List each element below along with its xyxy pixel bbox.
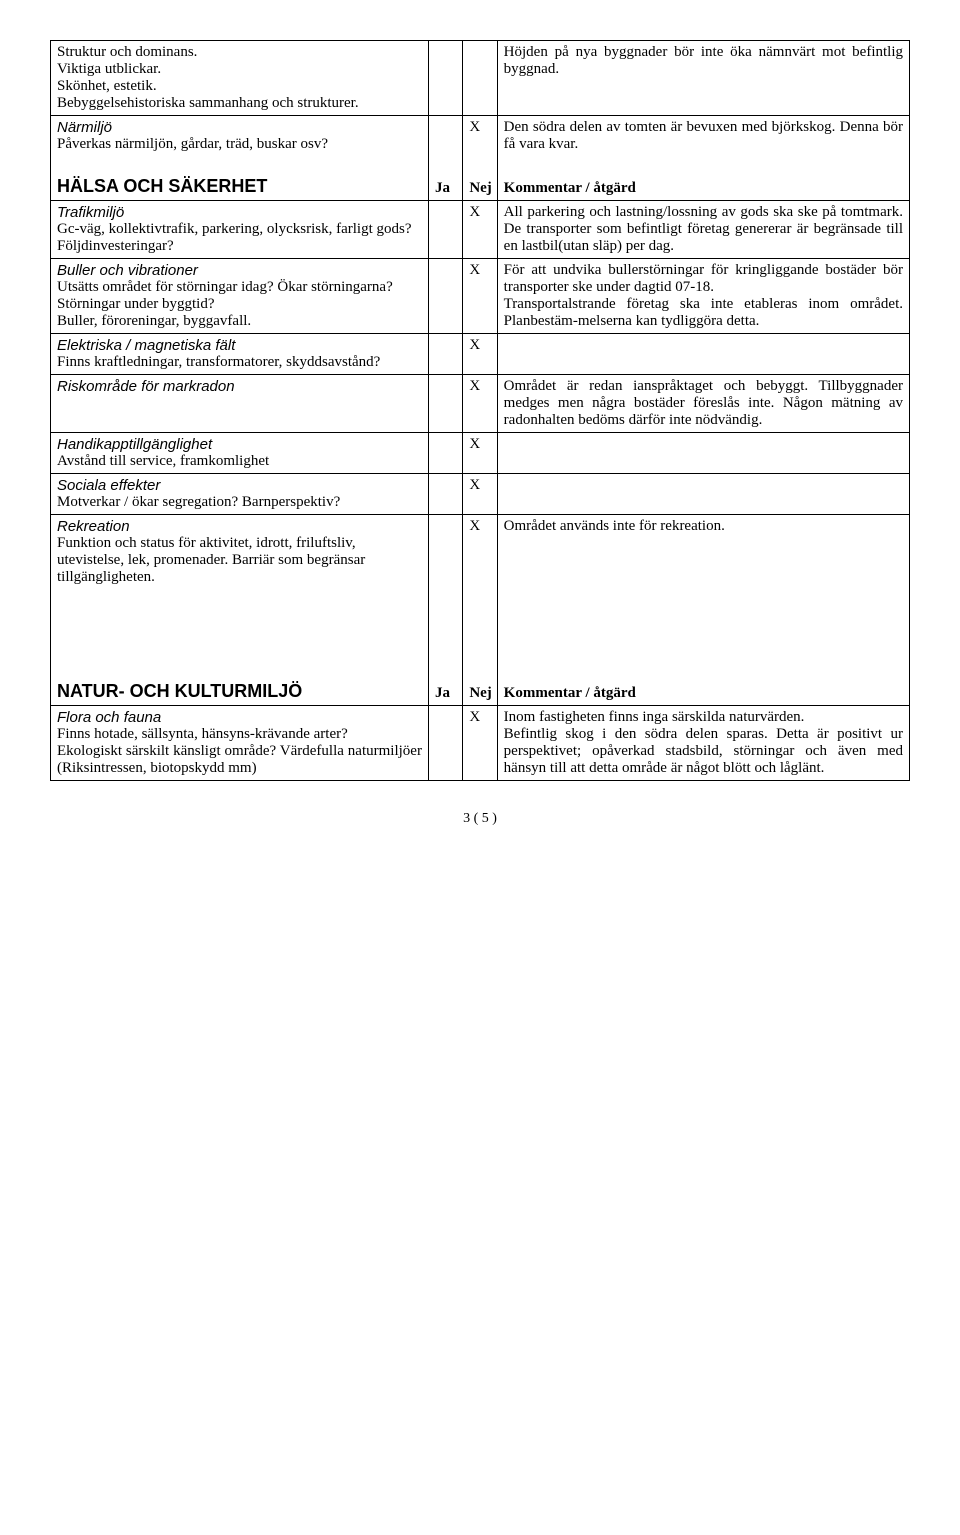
row-desc: Gc-väg, kollektivtrafik, parkering, olyc…	[57, 221, 422, 255]
header-comment: Kommentar / åtgärd	[497, 589, 909, 706]
comment-cell: Området används inte för rekreation.	[497, 515, 909, 590]
table-row: Närmiljö Påverkas närmiljön, gårdar, trä…	[51, 116, 910, 157]
ja-cell	[428, 515, 462, 590]
nej-cell: X	[463, 433, 497, 474]
cell-text: Struktur och dominans.	[57, 44, 197, 60]
nej-cell: X	[463, 706, 497, 781]
page-footer: 3 ( 5 )	[50, 811, 910, 827]
comment-cell: Området är redan ianspråktaget och bebyg…	[497, 375, 909, 433]
row-desc: Utsätts området för störningar idag? Öka…	[57, 279, 422, 330]
row-title: Riskområde för markradon	[57, 378, 422, 395]
nej-cell	[463, 41, 497, 116]
table-row: Handikapptillgänglighet Avstånd till ser…	[51, 433, 910, 474]
ja-cell	[428, 334, 462, 375]
ja-cell	[428, 259, 462, 334]
ja-cell	[428, 41, 462, 116]
comment-cell	[497, 334, 909, 375]
row-desc: Påverkas närmiljön, gårdar, träd, buskar…	[57, 136, 422, 153]
header-ja: Ja	[428, 156, 462, 201]
row-desc: Avstånd till service, framkomlighet	[57, 453, 422, 470]
nej-cell: X	[463, 515, 497, 590]
row-title: Flora och fauna	[57, 709, 422, 726]
table-row: Flora och fauna Finns hotade, sällsynta,…	[51, 706, 910, 781]
section-spacer-row: NATUR- OCH KULTURMILJÖ Ja Nej Kommentar …	[51, 589, 910, 706]
section-heading: NATUR- OCH KULTURMILJÖ	[57, 681, 422, 702]
section-heading-row: HÄLSA OCH SÄKERHET Ja Nej Kommentar / åt…	[51, 156, 910, 201]
row-title: Handikapptillgänglighet	[57, 436, 422, 453]
row-title: Närmiljö	[57, 119, 422, 136]
header-nej: Nej	[463, 156, 497, 201]
comment-cell: All parkering och lastning/lossning av g…	[497, 201, 909, 259]
table-row: Elektriska / magnetiska fält Finns kraft…	[51, 334, 910, 375]
comment-cell: Den södra delen av tomten är bevuxen med…	[497, 116, 909, 157]
comment-cell	[497, 433, 909, 474]
table-row: Buller och vibrationer Utsätts området f…	[51, 259, 910, 334]
cell-text: Bebyggelsehistoriska sammanhang och stru…	[57, 95, 359, 111]
row-title: Trafikmiljö	[57, 204, 422, 221]
row-desc: Motverkar / ökar segregation? Barnperspe…	[57, 494, 422, 511]
nej-cell: X	[463, 474, 497, 515]
row-title: Elektriska / magnetiska fält	[57, 337, 422, 354]
table-row: Rekreation Funktion och status för aktiv…	[51, 515, 910, 590]
ja-cell	[428, 201, 462, 259]
table-1: Struktur och dominans. Viktiga utblickar…	[50, 40, 910, 781]
ja-cell	[428, 375, 462, 433]
table-row: Riskområde för markradon X Området är re…	[51, 375, 910, 433]
cell-text: Viktiga utblickar.	[57, 61, 161, 77]
row-title: Buller och vibrationer	[57, 262, 422, 279]
nej-cell: X	[463, 116, 497, 157]
header-nej: Nej	[463, 589, 497, 706]
row-title: Rekreation	[57, 518, 422, 535]
nej-cell: X	[463, 375, 497, 433]
comment-cell: För att undvika bullerstörningar för kri…	[497, 259, 909, 334]
section-heading: HÄLSA OCH SÄKERHET	[57, 176, 422, 197]
table-row: Sociala effekter Motverkar / ökar segreg…	[51, 474, 910, 515]
comment-cell: Inom fastigheten finns inga särskilda na…	[497, 706, 909, 781]
header-comment: Kommentar / åtgärd	[497, 156, 909, 201]
table-row: Trafikmiljö Gc-väg, kollektivtrafik, par…	[51, 201, 910, 259]
nej-cell: X	[463, 334, 497, 375]
comment-cell	[497, 474, 909, 515]
ja-cell	[428, 474, 462, 515]
ja-cell	[428, 433, 462, 474]
header-ja: Ja	[428, 589, 462, 706]
ja-cell	[428, 706, 462, 781]
nej-cell: X	[463, 201, 497, 259]
row-title: Sociala effekter	[57, 477, 422, 494]
row-desc: Finns hotade, sällsynta, hänsyns-krävand…	[57, 726, 422, 777]
cell-text: Skönhet, estetik.	[57, 78, 157, 94]
table-row: Struktur och dominans. Viktiga utblickar…	[51, 41, 910, 116]
row-desc: Finns kraftledningar, transformatorer, s…	[57, 354, 422, 371]
ja-cell	[428, 116, 462, 157]
nej-cell: X	[463, 259, 497, 334]
row-desc: Funktion och status för aktivitet, idrot…	[57, 535, 422, 586]
comment-cell: Höjden på nya byggnader bör inte öka näm…	[497, 41, 909, 116]
